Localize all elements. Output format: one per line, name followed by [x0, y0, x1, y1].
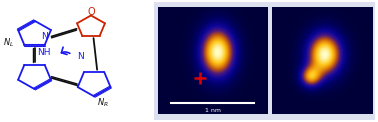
FancyBboxPatch shape	[147, 0, 378, 122]
Text: Voltage
pulse: Voltage pulse	[272, 34, 305, 54]
Text: O: O	[87, 7, 95, 17]
Text: N: N	[40, 32, 47, 41]
Text: NH: NH	[37, 48, 51, 57]
Text: 1 nm: 1 nm	[205, 108, 221, 113]
Text: $N_L$: $N_L$	[3, 36, 14, 49]
FancyArrowPatch shape	[61, 47, 70, 55]
Text: N: N	[77, 52, 84, 61]
FancyArrowPatch shape	[273, 69, 305, 70]
Text: $N_R$: $N_R$	[97, 96, 109, 109]
